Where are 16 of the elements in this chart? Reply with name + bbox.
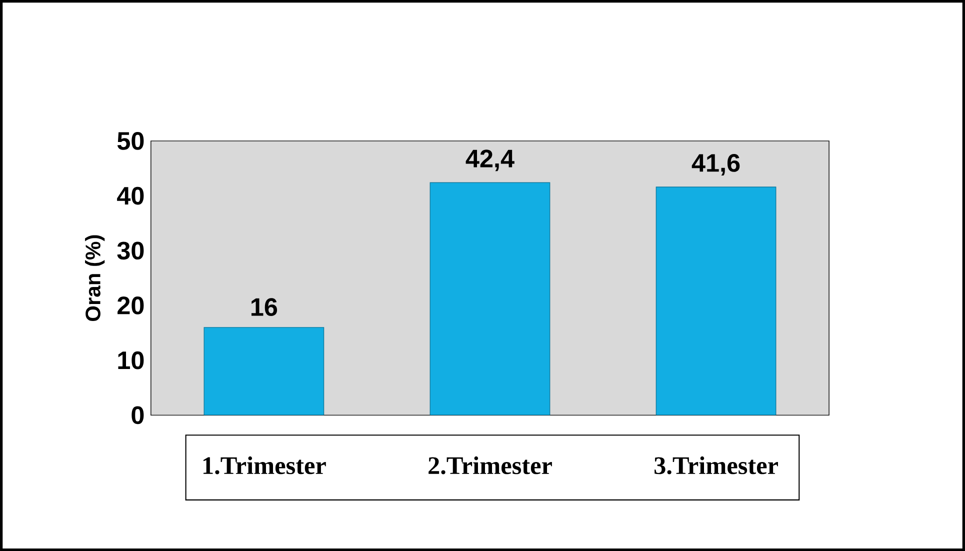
x-tick-label: 2.Trimester — [428, 456, 552, 474]
y-tick-label: 10 — [118, 351, 144, 370]
bar — [656, 186, 776, 416]
y-axis-title: Oran (%) — [85, 235, 105, 321]
bar — [430, 182, 550, 416]
data-label: 42,4 — [466, 150, 514, 172]
data-label: 41,6 — [692, 154, 740, 176]
data-label: 16 — [252, 298, 278, 316]
y-tick-label: 30 — [117, 242, 144, 260]
y-tick-label: 20 — [118, 296, 144, 314]
y-tick-label: 0 — [132, 406, 144, 424]
y-tick-label: 50 — [117, 132, 144, 150]
x-tick-label: 1.Trimester — [204, 456, 326, 474]
y-tick-label: 40 — [117, 186, 144, 205]
bar — [204, 327, 324, 416]
x-tick-label: 3.Trimester — [654, 456, 778, 474]
